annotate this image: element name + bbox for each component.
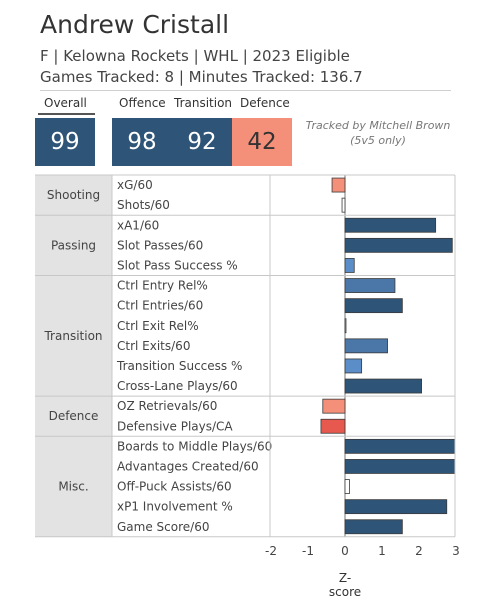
x-tick-label: -2 xyxy=(265,544,277,558)
metric-label: OZ Retrievals/60 xyxy=(117,399,217,413)
player-name: Andrew Cristall xyxy=(40,10,230,39)
bar xyxy=(344,278,396,293)
category-label: Shooting xyxy=(47,188,100,202)
defence-label: Defence xyxy=(240,96,290,110)
metric-label: Transition Success % xyxy=(116,359,242,373)
bar xyxy=(320,418,346,434)
x-tick-label: 1 xyxy=(378,544,386,558)
x-tick-label: 2 xyxy=(415,544,423,558)
defence-score: 42 xyxy=(247,129,277,155)
bar xyxy=(341,197,346,213)
category-cell-4 xyxy=(35,436,112,537)
defence-score-box: 42 xyxy=(232,118,292,166)
bar xyxy=(344,499,448,515)
offence-label: Offence xyxy=(119,96,166,110)
transition-score-box: 92 xyxy=(172,118,232,166)
overall-label: Overall xyxy=(44,96,87,110)
metric-label: Ctrl Exit Rel% xyxy=(117,319,199,333)
category-cell-3 xyxy=(35,396,112,437)
bar xyxy=(344,237,453,253)
bar xyxy=(344,338,388,354)
metric-label: Ctrl Entries/60 xyxy=(117,299,203,313)
metric-label: Game Score/60 xyxy=(117,520,209,534)
metric-label: xG/60 xyxy=(117,178,153,192)
bar xyxy=(344,438,456,454)
bar xyxy=(344,258,355,273)
metric-label: Ctrl Entry Rel% xyxy=(117,279,208,293)
bar xyxy=(344,459,456,474)
tracking-credit: Tracked by Mitchell Brown (5v5 only) xyxy=(305,119,451,147)
transition-score: 92 xyxy=(187,129,217,155)
metric-label: Cross-Lane Plays/60 xyxy=(117,379,238,393)
x-tick-label: -1 xyxy=(302,544,314,558)
overall-score-box: 99 xyxy=(35,118,95,166)
bar xyxy=(344,217,437,233)
offence-score: 98 xyxy=(127,129,157,155)
metric-label: Advantages Created/60 xyxy=(117,459,259,473)
transition-label: Transition xyxy=(174,96,233,110)
bar xyxy=(344,378,422,394)
overall-underline xyxy=(38,113,95,115)
metric-label: xP1 Involvement % xyxy=(117,500,233,514)
bar xyxy=(322,398,346,414)
metric-label: Off-Puck Assists/60 xyxy=(117,480,232,494)
bar xyxy=(344,298,403,314)
bar xyxy=(344,318,347,334)
header-divider xyxy=(40,90,451,91)
metric-label: Shots/60 xyxy=(117,198,170,212)
bar xyxy=(344,358,363,374)
category-label: Passing xyxy=(51,238,96,252)
bar xyxy=(344,479,350,494)
bar xyxy=(344,519,403,535)
overall-score: 99 xyxy=(50,129,80,155)
metric-label: Slot Pass Success % xyxy=(117,258,238,272)
category-cell-1 xyxy=(35,215,112,276)
metric-label: Boards to Middle Plays/60 xyxy=(117,439,272,453)
x-axis-title: Z-score xyxy=(328,571,362,599)
tracked-summary: Games Tracked: 8 | Minutes Tracked: 136.… xyxy=(40,68,363,86)
x-tick-label: 3 xyxy=(452,544,460,558)
x-tick-label: 0 xyxy=(341,544,349,558)
category-label: Transition xyxy=(43,329,102,343)
category-label: Misc. xyxy=(58,480,88,494)
metric-label: xA1/60 xyxy=(117,218,159,232)
category-label: Defence xyxy=(49,409,99,423)
player-subtitle: F | Kelowna Rockets | WHL | 2023 Eligibl… xyxy=(40,47,350,65)
metric-label: Ctrl Exits/60 xyxy=(117,339,190,353)
metric-label: Slot Passes/60 xyxy=(117,238,203,252)
bar xyxy=(331,177,346,193)
category-cell-0 xyxy=(35,175,112,216)
metric-label: Defensive Plays/CA xyxy=(117,419,233,433)
category-cell-2 xyxy=(35,275,112,397)
offence-score-box: 98 xyxy=(112,118,172,166)
